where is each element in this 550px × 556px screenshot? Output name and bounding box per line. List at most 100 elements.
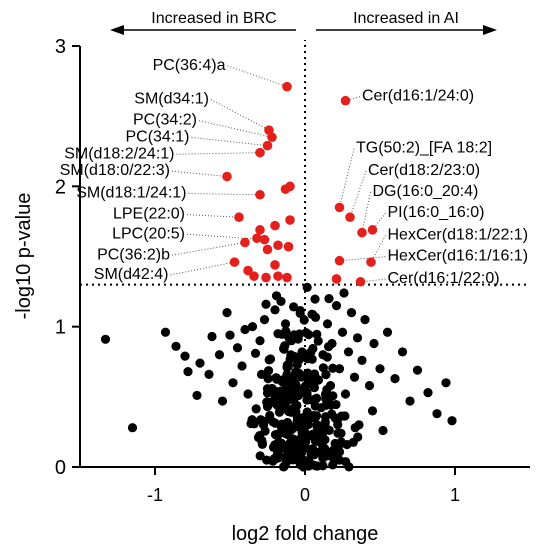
data-point bbox=[307, 354, 317, 364]
data-point bbox=[274, 453, 284, 463]
point-label: PI(16:0_16:0) bbox=[388, 204, 485, 221]
data-point bbox=[282, 380, 292, 390]
point-label: Cer(d16:1/22:0) bbox=[388, 270, 500, 287]
significant-point bbox=[229, 257, 240, 267]
data-point bbox=[331, 301, 342, 311]
y-tick-label: 3 bbox=[55, 36, 66, 58]
data-point bbox=[302, 282, 312, 293]
data-point bbox=[263, 366, 274, 376]
data-point bbox=[322, 352, 332, 362]
label-leader bbox=[210, 99, 270, 131]
label-leader bbox=[186, 233, 265, 241]
data-point bbox=[318, 461, 328, 471]
data-point bbox=[346, 308, 357, 318]
data-point bbox=[447, 416, 457, 426]
data-point bbox=[321, 369, 331, 380]
x-ticks: -1 0 1 bbox=[147, 467, 460, 505]
y-tick-label: 1 bbox=[55, 317, 66, 339]
y-axis-label: -log10 p-value bbox=[13, 193, 35, 320]
data-point bbox=[237, 361, 247, 371]
data-point bbox=[412, 365, 423, 375]
data-point bbox=[328, 391, 338, 401]
label-leader bbox=[339, 148, 355, 208]
data-point bbox=[316, 403, 326, 413]
data-point bbox=[261, 299, 271, 309]
data-point bbox=[183, 366, 193, 377]
data-point bbox=[375, 364, 385, 374]
right-arrow-head-icon bbox=[483, 25, 497, 35]
label-leader bbox=[188, 193, 261, 196]
data-point bbox=[337, 327, 348, 337]
data-point bbox=[284, 333, 294, 343]
data-point bbox=[397, 347, 408, 357]
significant-point bbox=[355, 276, 366, 287]
data-point bbox=[276, 296, 286, 307]
data-point bbox=[249, 419, 259, 429]
significant-point bbox=[285, 215, 295, 225]
data-point bbox=[390, 373, 400, 384]
data-point bbox=[277, 329, 287, 339]
point-label: SM(d42:4) bbox=[94, 266, 169, 283]
data-point bbox=[308, 343, 318, 354]
data-point bbox=[256, 369, 267, 379]
significant-point bbox=[255, 147, 265, 158]
data-point bbox=[271, 373, 281, 383]
data-point bbox=[275, 444, 285, 454]
significant-point bbox=[270, 220, 280, 231]
data-point bbox=[274, 391, 284, 401]
label-leader bbox=[372, 212, 386, 231]
data-point bbox=[280, 341, 290, 351]
data-point bbox=[290, 351, 300, 362]
data-point bbox=[264, 355, 274, 365]
data-point bbox=[348, 437, 358, 447]
data-point bbox=[382, 327, 393, 337]
x-tick-label: 0 bbox=[300, 485, 310, 505]
data-point bbox=[195, 358, 205, 368]
data-point bbox=[254, 431, 265, 441]
data-point bbox=[243, 389, 253, 399]
point-label: HexCer(d18:1/22:1) bbox=[388, 227, 529, 244]
data-point bbox=[320, 412, 331, 422]
data-point bbox=[350, 423, 360, 433]
point-label: DG(16:0_20:4) bbox=[373, 183, 479, 200]
data-point bbox=[247, 322, 258, 332]
label-leader bbox=[191, 136, 268, 147]
data-point bbox=[295, 457, 305, 467]
data-point bbox=[311, 461, 321, 471]
data-point bbox=[349, 372, 360, 382]
data-point bbox=[369, 338, 379, 349]
point-label: PC(36:4)a bbox=[153, 57, 226, 74]
data-point bbox=[263, 374, 273, 384]
y-tick-label: 0 bbox=[55, 457, 66, 479]
data-point bbox=[274, 401, 284, 412]
data-point bbox=[228, 378, 238, 388]
significant-point bbox=[282, 81, 292, 92]
data-point bbox=[360, 315, 370, 325]
data-point bbox=[295, 449, 305, 460]
data-point bbox=[294, 368, 304, 379]
data-point bbox=[262, 455, 272, 465]
significant-point bbox=[357, 227, 367, 238]
data-point bbox=[341, 457, 351, 467]
data-point bbox=[313, 421, 323, 432]
data-point bbox=[171, 341, 181, 351]
data-point bbox=[357, 355, 367, 365]
data-point bbox=[225, 330, 235, 340]
label-leader bbox=[360, 278, 386, 283]
data-point bbox=[322, 385, 332, 395]
point-label: LPE(22:0) bbox=[113, 206, 185, 223]
significant-point bbox=[280, 184, 291, 194]
significant-point bbox=[222, 171, 232, 182]
point-label: SM(d34:1) bbox=[134, 91, 209, 108]
y-tick-label: 2 bbox=[55, 176, 66, 198]
data-point bbox=[285, 373, 295, 383]
significant-point bbox=[240, 237, 250, 248]
data-point bbox=[240, 324, 250, 335]
significant-point bbox=[267, 132, 277, 143]
data-point bbox=[251, 404, 261, 414]
data-point bbox=[324, 294, 334, 304]
significant-point bbox=[340, 95, 351, 106]
point-label: PC(36:2)b bbox=[97, 246, 170, 263]
point-label: PC(34:2) bbox=[133, 112, 197, 129]
